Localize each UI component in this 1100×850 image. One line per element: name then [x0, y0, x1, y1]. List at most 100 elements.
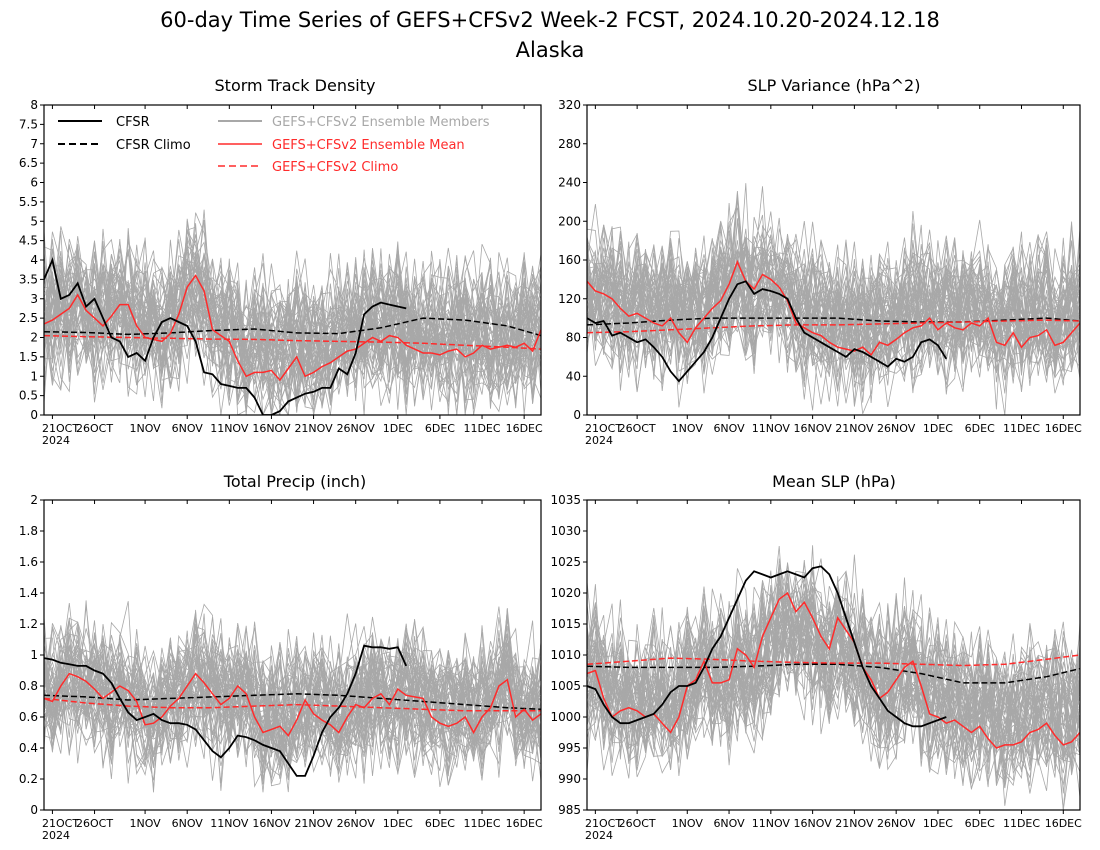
series-line-cfsr-climo	[587, 317, 1080, 326]
x-tick-label: 26NOV	[877, 817, 916, 830]
ensemble-member-line	[587, 247, 1080, 402]
x-tick-label: 1DEC	[923, 422, 953, 435]
ensemble-member-line	[587, 579, 1080, 786]
y-tick-label: 1015	[550, 617, 581, 631]
figure-subtitle: Alaska	[516, 38, 585, 62]
x-tick-label: 16NOV	[794, 422, 833, 435]
series-line-gefs-cfsv2-climo	[44, 697, 541, 712]
y-tick-label: 1020	[550, 586, 581, 600]
y-tick-label: 3	[30, 292, 38, 306]
x-tick-label: 11DEC	[463, 422, 500, 435]
y-tick-label: 1.4	[19, 586, 38, 600]
x-tick-label: 21OCT	[585, 817, 622, 830]
legend: CFSR CFSR Climo GEFS+CFSv2 Ensemble Memb…	[58, 115, 490, 175]
x-tick-label: 11DEC	[463, 817, 500, 830]
x-tick-label: 21NOV	[835, 422, 874, 435]
y-tick-label: 4.5	[19, 234, 38, 248]
x-tick-label: 16DEC	[1045, 817, 1082, 830]
x-tick-label: 1NOV	[672, 817, 704, 830]
legend-label-cfsr-climo: CFSR Climo	[116, 138, 191, 153]
y-tick-label: 990	[558, 772, 581, 786]
y-tick-label: 1.6	[19, 555, 38, 569]
y-tick-label: 1005	[550, 679, 581, 693]
x-tick-label: 16NOV	[794, 817, 833, 830]
series-line-gefs-cfsv2-ensemble-mean	[587, 259, 1080, 357]
x-tick-label: 21NOV	[835, 817, 874, 830]
y-tick-label: 2.5	[19, 311, 38, 325]
y-tick-label: 320	[558, 98, 581, 112]
series-line-cfsr	[44, 644, 408, 777]
ensemble-member-line	[587, 190, 1080, 366]
ensemble-member-line	[44, 623, 541, 757]
y-tick-label: 4	[30, 253, 38, 267]
y-tick-label: 1030	[550, 524, 581, 538]
x-tick-label: 1NOV	[129, 817, 161, 830]
x-tick-label: 1NOV	[129, 422, 161, 435]
series-line-cfsr-climo	[44, 693, 541, 711]
ensemble-member-line	[44, 628, 541, 782]
x-tick-label: 26NOV	[877, 422, 916, 435]
series-line-gefs-cfsv2-climo	[44, 334, 541, 350]
x-tick-label: 6NOV	[713, 817, 745, 830]
ensemble-member-line	[44, 631, 541, 777]
x-tick-label: 21NOV	[294, 422, 333, 435]
x-tick-label: 6DEC	[965, 817, 995, 830]
x-tick-label: 1DEC	[383, 422, 413, 435]
series-line-gefs-cfsv2-ensemble-mean	[44, 672, 541, 737]
series-line-gefs-cfsv2-ensemble-mean	[44, 274, 541, 382]
y-tick-label: 2	[30, 331, 38, 345]
y-tick-label: 6	[30, 176, 38, 190]
ensemble-member-line	[44, 260, 541, 415]
x-year-label: 2024	[585, 829, 613, 842]
panel-total-precip: Total Precip (inch) 0 0.2 0.4 0.6 0.8 1 1.2 1.4…	[19, 472, 543, 842]
x-tick-label: 11DEC	[1003, 422, 1040, 435]
y-tick-label: 985	[558, 803, 581, 817]
x-tick-label: 16DEC	[1045, 422, 1082, 435]
y-tick-label: 1035	[550, 493, 581, 507]
ensemble-members	[587, 545, 1080, 810]
y-tick-label: 0.8	[19, 679, 38, 693]
panel-title: Mean SLP (hPa)	[772, 472, 896, 491]
x-year-label: 2024	[42, 829, 70, 842]
y-tick-label: 0.5	[19, 389, 38, 403]
panel-slp-variance: SLP Variance (hPa^2) 0 40 80 120 160 200 240 28…	[558, 76, 1082, 447]
x-tick-label: 11NOV	[752, 422, 791, 435]
y-tick-label: 120	[558, 292, 581, 306]
x-tick-label: 21NOV	[294, 817, 333, 830]
y-tick-label: 1.2	[19, 617, 38, 631]
x-tick-label: 16DEC	[506, 422, 543, 435]
x-tick-label: 6DEC	[425, 817, 455, 830]
ensemble-member-line	[44, 620, 541, 765]
series-line-cfsr	[44, 257, 407, 415]
legend-label-ens-climo: GEFS+CFSv2 Climo	[272, 160, 398, 175]
x-tick-label: 6NOV	[713, 422, 745, 435]
series-line-cfsr-climo	[587, 663, 1080, 684]
y-tick-label: 1	[30, 369, 38, 383]
ensemble-member-line	[44, 608, 541, 785]
x-year-label: 2024	[585, 434, 613, 447]
x-tick-label: 6NOV	[172, 422, 204, 435]
x-tick-label: 6NOV	[172, 817, 204, 830]
x-tick-label: 16NOV	[252, 422, 291, 435]
x-tick-label: 16NOV	[252, 817, 291, 830]
series-line-cfsr	[587, 565, 947, 728]
ensemble-members	[44, 209, 541, 415]
ensemble-member-line	[587, 239, 1080, 404]
ensemble-member-line	[44, 229, 541, 415]
x-tick-label: 1NOV	[672, 422, 704, 435]
ensemble-member-line	[587, 230, 1080, 386]
panel-title: Storm Track Density	[215, 76, 376, 95]
legend-label-ens-mean: GEFS+CFSv2 Ensemble Mean	[272, 138, 465, 153]
y-tick-label: 0	[30, 408, 38, 422]
x-tick-label: 11NOV	[210, 422, 249, 435]
x-tick-label: 1DEC	[383, 817, 413, 830]
y-tick-label: 40	[566, 369, 581, 383]
x-tick-label: 6DEC	[965, 422, 995, 435]
x-tick-label: 26OCT	[619, 817, 656, 830]
y-tick-label: 80	[566, 331, 581, 345]
legend-label-ens-members: GEFS+CFSv2 Ensemble Members	[272, 115, 490, 130]
y-tick-label: 1	[30, 648, 38, 662]
y-tick-label: 7	[30, 137, 38, 151]
ensemble-members	[587, 183, 1080, 415]
